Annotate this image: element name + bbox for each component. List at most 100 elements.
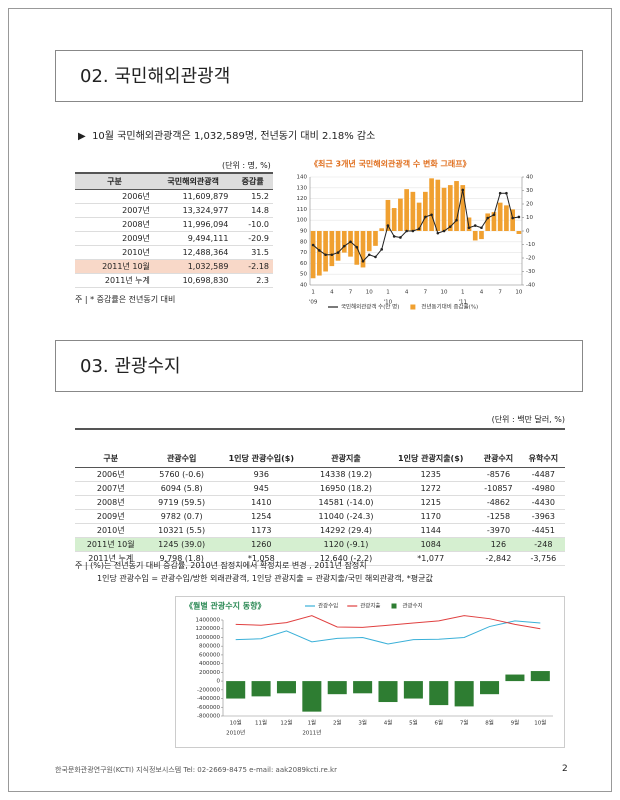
- y-tick-label: 600000: [199, 652, 220, 658]
- table-cell: -20.9: [232, 231, 273, 246]
- table-cell: 14292 (29.4): [305, 523, 387, 538]
- table-cell: -2.18: [232, 259, 273, 274]
- marker: [517, 215, 521, 219]
- table-cell: 2010년: [75, 245, 154, 260]
- table-cell: 1254: [216, 509, 306, 524]
- bar: [327, 681, 347, 695]
- bar: [251, 681, 271, 697]
- header-cell: 증감률: [232, 173, 273, 190]
- table-cell: 15.2: [232, 189, 273, 204]
- chart: 《최근 3개년 국민해외관광객 수 변화 그래프》405060708090100…: [297, 159, 536, 311]
- table-cell: 1272: [386, 481, 476, 496]
- table-cell: 2.3: [232, 273, 273, 288]
- marker: [405, 229, 408, 233]
- table-cell: 11,996,094: [153, 217, 233, 232]
- y2-tick-label: 20: [526, 202, 533, 208]
- marker: [336, 251, 340, 254]
- bar: [504, 205, 509, 231]
- chart-title: 《최근 3개년 국민해외관광객 수 변화 그래프》: [310, 159, 471, 169]
- table-row: 2011년 10월 1,032,589 -2.18: [75, 259, 273, 274]
- table-cell: 9,798 (1.8): [146, 551, 217, 566]
- header-row: 구분 국민해외관광객 증감률: [75, 173, 273, 190]
- note: 주 | (%)는 전년동기 대비 증감률, 2010년 잠정치에서 확정치로 변…: [75, 561, 367, 570]
- x-tick-label: 10: [515, 290, 522, 296]
- bar: [335, 231, 341, 261]
- bar: [423, 191, 428, 231]
- header-cell: 1인당 관광지출($): [386, 429, 476, 468]
- x-tick-label: 4: [405, 290, 409, 296]
- bar: [379, 228, 385, 231]
- legend-swatch: [391, 603, 397, 609]
- y-tick-label: 70: [300, 250, 307, 256]
- note: 주 | * 증감률은 전년동기 대비: [75, 295, 176, 304]
- table-cell: 1215: [386, 495, 476, 510]
- bar: [429, 681, 449, 706]
- bar: [353, 681, 373, 694]
- bar: [505, 674, 525, 682]
- y-tick-label: -400000: [197, 696, 220, 702]
- marker: [505, 191, 508, 195]
- table-row: 2009년 9,494,111 -20.9: [75, 231, 273, 246]
- table-row: 2007년 13,324,977 14.8: [75, 203, 273, 218]
- table-cell: 11,609,879: [153, 189, 233, 204]
- table-cell: 1,032,589: [153, 259, 233, 274]
- table-cell: 2006년: [75, 467, 147, 482]
- y-tick-label: 140: [297, 175, 308, 181]
- table-cell: 2010년: [75, 523, 147, 538]
- table-row: 2007년 6094 (5.8) 945 16950 (18.2) 1272 -10857…: [75, 481, 565, 496]
- table-cell: *1,058: [216, 551, 306, 566]
- table-cell: -2,842: [475, 551, 522, 566]
- x-tick-label: 10: [366, 290, 373, 296]
- bar: [403, 681, 423, 699]
- table-cell: 2009년: [75, 509, 147, 524]
- table-cell: 2009년: [75, 231, 154, 246]
- bar: [497, 202, 503, 231]
- y-tick-label: -600000: [197, 705, 220, 711]
- balance-table: 구분 관광수입 1인당 관광수입($) 관광지출 1인당 관광지출($) 관광수지 유학수지…: [75, 428, 565, 566]
- line: [235, 620, 541, 645]
- table-cell: 14338 (19.2): [305, 467, 387, 482]
- x-tick-label: 8월: [485, 719, 494, 727]
- marker: [436, 231, 440, 235]
- table-cell: 5760 (-0.6): [146, 467, 217, 482]
- x-tick-label: 1: [461, 290, 465, 296]
- table-cell: -10857: [475, 481, 522, 496]
- unit: (단위 : 명, %): [222, 161, 271, 170]
- marker: [392, 235, 396, 238]
- bar: [310, 231, 316, 279]
- bar: [378, 681, 398, 703]
- x-tick-label: 5월: [409, 719, 418, 727]
- y-tick-label: 80: [300, 239, 307, 245]
- y2-tick-label: 0: [526, 229, 530, 235]
- y-tick-label: 120: [297, 196, 308, 202]
- table-cell: -10.0: [232, 217, 273, 232]
- table-row: 2008년 11,996,094 -10.0: [75, 217, 273, 232]
- table-cell: 9782 (0.7): [146, 509, 217, 524]
- y2-tick-label: -30: [526, 269, 535, 275]
- table-cell: -4430: [521, 495, 565, 510]
- table-cell: 12,640 (-2.2): [305, 551, 387, 566]
- table-row: 2011년 누계 10,698,830 2.3: [75, 273, 273, 288]
- marker: [417, 227, 421, 231]
- table-cell: -3970: [475, 523, 522, 538]
- table-cell: 2011년 누계: [75, 273, 154, 288]
- marker: [461, 188, 465, 192]
- bar: [341, 231, 347, 253]
- x-tick-label: 7: [424, 290, 428, 296]
- y2-tick-label: -10: [526, 242, 535, 248]
- bar: [323, 231, 328, 272]
- table-cell: 2008년: [75, 495, 147, 510]
- bar: [416, 202, 422, 231]
- bar: [480, 681, 500, 695]
- bar: [302, 681, 322, 712]
- marker: [311, 243, 315, 247]
- note: 1인당 관광수입 = 관광수입/방한 외래관광객, 1인당 관광지출 = 관광지…: [97, 574, 433, 583]
- x-tick-label: 3월: [358, 719, 367, 727]
- y2-tick-label: -20: [526, 256, 535, 262]
- legend-label: 전년동기대비 증감률(%): [421, 303, 478, 311]
- bar: [447, 185, 453, 231]
- table-cell: 9,494,111: [153, 231, 233, 246]
- x-tick-label: 9월: [511, 719, 520, 727]
- table-cell: 2011년 10월: [75, 537, 147, 552]
